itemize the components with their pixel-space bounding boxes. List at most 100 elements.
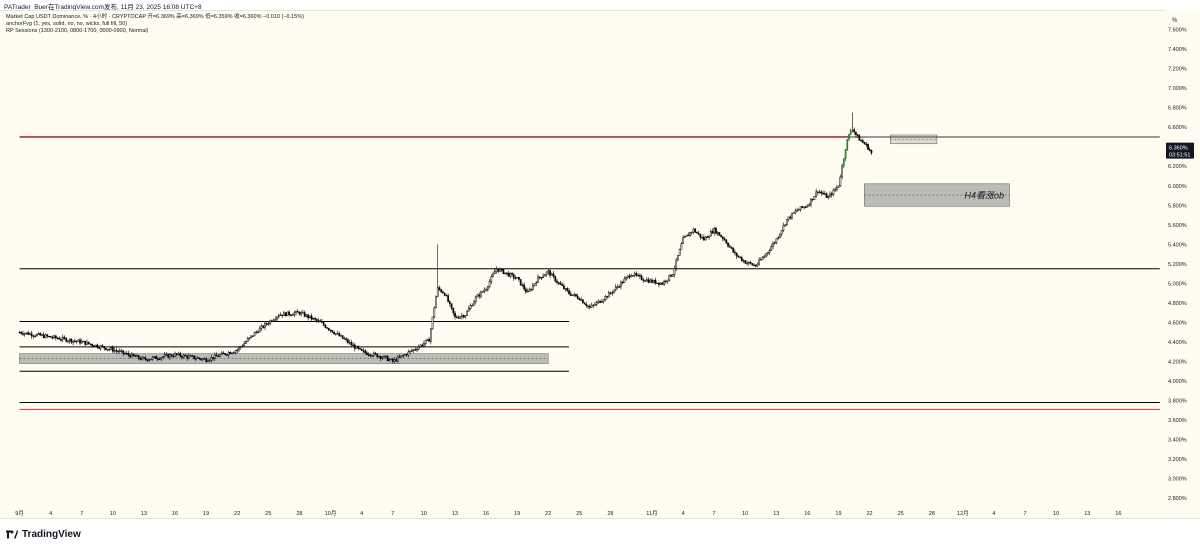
x-tick-label: 12月 — [957, 510, 969, 517]
chart-pane[interactable] — [0, 10, 1200, 519]
candle — [585, 304, 588, 307]
candle — [556, 280, 558, 283]
candle — [770, 246, 773, 251]
candle — [65, 338, 68, 342]
candle — [201, 358, 204, 360]
candle — [289, 314, 292, 316]
y-tick-label: 2.800% — [1168, 496, 1187, 502]
candle — [29, 333, 31, 335]
candle — [426, 338, 429, 341]
candle — [158, 358, 161, 360]
indicator-anchorfvg[interactable]: anchorFvg (1, yes, solid, no, no, wicks,… — [6, 21, 128, 28]
x-tick-label: 7 — [80, 511, 83, 517]
candle — [851, 129, 854, 132]
candle — [272, 319, 275, 322]
candle — [687, 234, 690, 237]
candle — [637, 274, 640, 277]
candle — [457, 317, 460, 319]
candle — [678, 248, 681, 256]
candle — [25, 332, 28, 334]
candle — [723, 238, 726, 241]
candle — [177, 353, 180, 355]
candle — [571, 294, 574, 296]
candle — [246, 338, 249, 342]
candle — [260, 325, 263, 329]
y-tick-label: 7.000% — [1168, 86, 1187, 92]
candle — [182, 354, 185, 358]
candle — [647, 279, 650, 283]
candle — [621, 281, 624, 284]
candle — [255, 331, 258, 333]
candle — [410, 350, 413, 352]
candle — [633, 273, 636, 276]
candle — [200, 358, 202, 360]
candle — [760, 259, 762, 261]
x-tick-label: 13 — [1084, 511, 1090, 517]
candle — [447, 295, 449, 302]
indicator-rp-sessions[interactable]: RP Sessions (1300-2100, 0800-1700, 0000-… — [6, 28, 149, 35]
candle — [232, 352, 235, 354]
candle — [46, 334, 49, 337]
symbol-info[interactable]: Market Cap USDT Dominance, % · 4小时 · CRY… — [6, 14, 304, 20]
candle — [82, 340, 85, 343]
candle — [734, 251, 736, 254]
candle — [144, 358, 147, 360]
candle — [407, 351, 410, 356]
candle — [575, 294, 577, 297]
candle — [113, 350, 116, 352]
candle — [160, 357, 163, 360]
y-tick-label: 4.800% — [1168, 301, 1187, 307]
y-tick-label: 6.200% — [1168, 164, 1187, 170]
candle — [561, 284, 564, 286]
candle — [720, 235, 722, 238]
candle — [664, 280, 667, 283]
x-tick-label: 16 — [804, 511, 810, 517]
candle — [682, 237, 684, 244]
price-chart-svg[interactable]: % H4看涨ob 7.600% 7.400% 7.200% 7.000% 6.800% 6.6… — [0, 10, 1200, 518]
candle — [825, 193, 828, 198]
candle — [758, 259, 760, 265]
candle — [737, 255, 740, 258]
candle — [307, 314, 309, 319]
candle — [815, 191, 818, 197]
candle — [497, 268, 500, 272]
candle — [587, 305, 589, 307]
candle — [440, 289, 443, 293]
candle — [635, 273, 638, 276]
candle — [535, 282, 538, 285]
current-price-tag — [1166, 142, 1194, 159]
candle — [639, 275, 641, 277]
candle — [179, 353, 182, 357]
candle — [808, 204, 811, 207]
candle — [810, 198, 812, 205]
candle — [305, 314, 308, 317]
candle — [775, 238, 778, 243]
candle — [794, 210, 797, 213]
candle — [580, 299, 583, 301]
candle — [844, 149, 847, 160]
candle — [722, 236, 724, 240]
candle — [607, 292, 610, 298]
candle — [768, 250, 771, 253]
candle — [683, 236, 686, 238]
candle — [530, 289, 532, 291]
candle — [777, 237, 780, 240]
candle — [369, 354, 372, 357]
candle — [61, 336, 64, 340]
candle — [780, 230, 783, 235]
candle — [785, 219, 788, 226]
tradingview-logo[interactable]: TradingView — [6, 529, 81, 540]
candle — [397, 356, 399, 362]
candle — [739, 256, 741, 258]
x-tick-label: 13 — [141, 511, 147, 517]
x-tick-label: 25 — [265, 511, 271, 517]
candle — [853, 129, 856, 133]
candle — [602, 299, 605, 302]
candle — [442, 291, 444, 294]
candle — [298, 311, 301, 315]
candle — [191, 355, 194, 357]
candle — [366, 352, 368, 355]
candle — [156, 358, 159, 360]
candle — [359, 348, 361, 350]
candle — [131, 353, 133, 358]
